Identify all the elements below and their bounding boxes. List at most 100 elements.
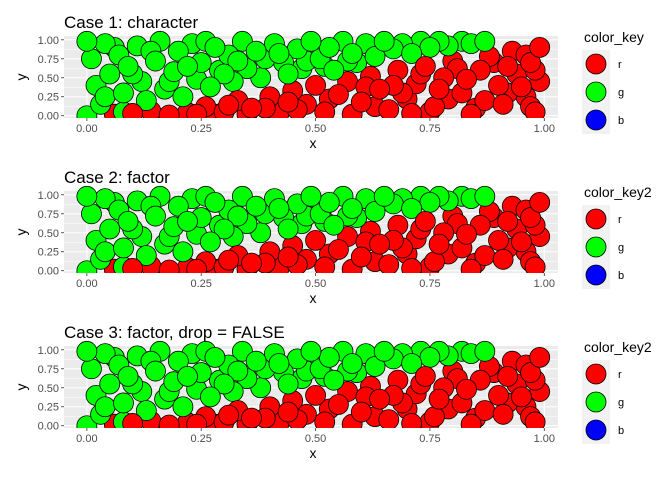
point-g	[323, 369, 345, 391]
point-g	[81, 48, 102, 70]
point-g	[172, 396, 194, 418]
point-g	[145, 205, 166, 227]
point-r	[314, 101, 336, 118]
x-tick-label: 0.50	[305, 433, 326, 445]
point-g	[373, 340, 395, 362]
point-g	[300, 185, 322, 207]
point-g	[277, 373, 299, 395]
point-r	[350, 401, 372, 423]
legend-swatch-b	[585, 109, 607, 131]
x-tick-label: 1.00	[534, 123, 555, 135]
point-g	[76, 340, 98, 362]
point-r	[241, 407, 262, 428]
point-g	[81, 358, 102, 380]
legend-title: color_key	[584, 29, 644, 45]
point-r	[277, 246, 299, 268]
point-r	[520, 207, 541, 228]
point-g	[145, 360, 166, 382]
point-g	[373, 30, 395, 52]
legend-title: color_key2	[584, 339, 652, 355]
point-g	[117, 210, 139, 232]
y-tick-labels: 0.00 0.25 0.50 0.75 1.00	[38, 345, 64, 433]
y-tick-labels: 0.00 0.25 0.50 0.75 1.00	[38, 190, 64, 278]
legend-label: g	[618, 87, 624, 99]
x-axis-label: x	[310, 290, 317, 306]
point-r	[328, 84, 349, 105]
y-tick-label: 0.75	[38, 209, 59, 221]
point-g	[245, 350, 267, 372]
point-g	[213, 218, 235, 240]
legend-swatch-g	[585, 391, 607, 413]
y-tick-label: 0.25	[38, 247, 59, 259]
point-r	[277, 401, 299, 423]
point-r	[122, 413, 144, 428]
y-tick-label: 0.50	[38, 228, 59, 240]
point-r	[511, 386, 532, 408]
point-r	[350, 246, 372, 268]
point-g	[277, 63, 299, 85]
x-tick-labels: 0.00 0.25 0.50 0.75 1.00	[76, 273, 555, 290]
point-g	[419, 346, 441, 368]
point-g	[117, 55, 139, 77]
point-r	[305, 229, 326, 251]
point-g	[204, 346, 226, 368]
point-r	[511, 76, 532, 98]
point-g	[419, 191, 441, 213]
point-r	[314, 411, 336, 428]
point-r	[520, 52, 541, 73]
point-r	[305, 74, 326, 96]
point-r	[460, 103, 482, 118]
point-g	[117, 365, 139, 387]
point-g	[76, 30, 98, 52]
point-g	[341, 43, 363, 64]
point-r	[428, 388, 450, 410]
point-g	[474, 340, 496, 362]
point-r	[186, 413, 208, 428]
point-r	[314, 256, 336, 273]
point-r	[401, 258, 423, 273]
legend-swatch-b	[585, 419, 607, 441]
point-g	[474, 30, 496, 52]
point-g	[113, 82, 134, 104]
point-r	[428, 233, 450, 255]
legend: color_key2 r g b	[582, 339, 652, 444]
point-r	[492, 403, 514, 425]
y-tick-label: 0.00	[38, 421, 59, 433]
point-r	[378, 409, 400, 428]
point-r	[424, 406, 445, 428]
point-r	[456, 223, 477, 245]
point-r	[529, 191, 551, 213]
x-tick-label: 0.50	[305, 123, 326, 135]
point-r	[428, 78, 450, 100]
chart-title: Case 2: factor	[64, 168, 170, 187]
point-g	[145, 50, 166, 72]
point-g	[227, 205, 249, 227]
point-g	[341, 353, 363, 374]
point-r	[460, 413, 482, 428]
point-r	[497, 365, 519, 387]
x-axis-label: x	[310, 445, 317, 461]
point-g	[76, 185, 98, 207]
point-r	[122, 103, 144, 118]
point-r	[424, 96, 445, 118]
y-tick-label: 0.50	[38, 73, 59, 85]
point-g	[199, 76, 221, 98]
x-tick-label: 0.50	[305, 278, 326, 290]
legend-swatch-g	[585, 81, 607, 103]
legend-label: g	[618, 242, 624, 254]
point-r	[218, 94, 240, 116]
point-g	[94, 241, 116, 263]
x-tick-label: 0.00	[76, 123, 97, 135]
point-r	[520, 362, 541, 383]
point-r	[524, 101, 546, 118]
point-g	[199, 231, 221, 253]
point-r	[456, 378, 477, 400]
point-g	[300, 30, 322, 52]
legend-swatch-b	[585, 264, 607, 286]
point-g	[172, 241, 194, 263]
point-g	[268, 353, 290, 374]
point-r	[277, 91, 299, 113]
data-points	[76, 340, 551, 428]
point-r	[460, 258, 482, 273]
point-r	[328, 239, 349, 260]
